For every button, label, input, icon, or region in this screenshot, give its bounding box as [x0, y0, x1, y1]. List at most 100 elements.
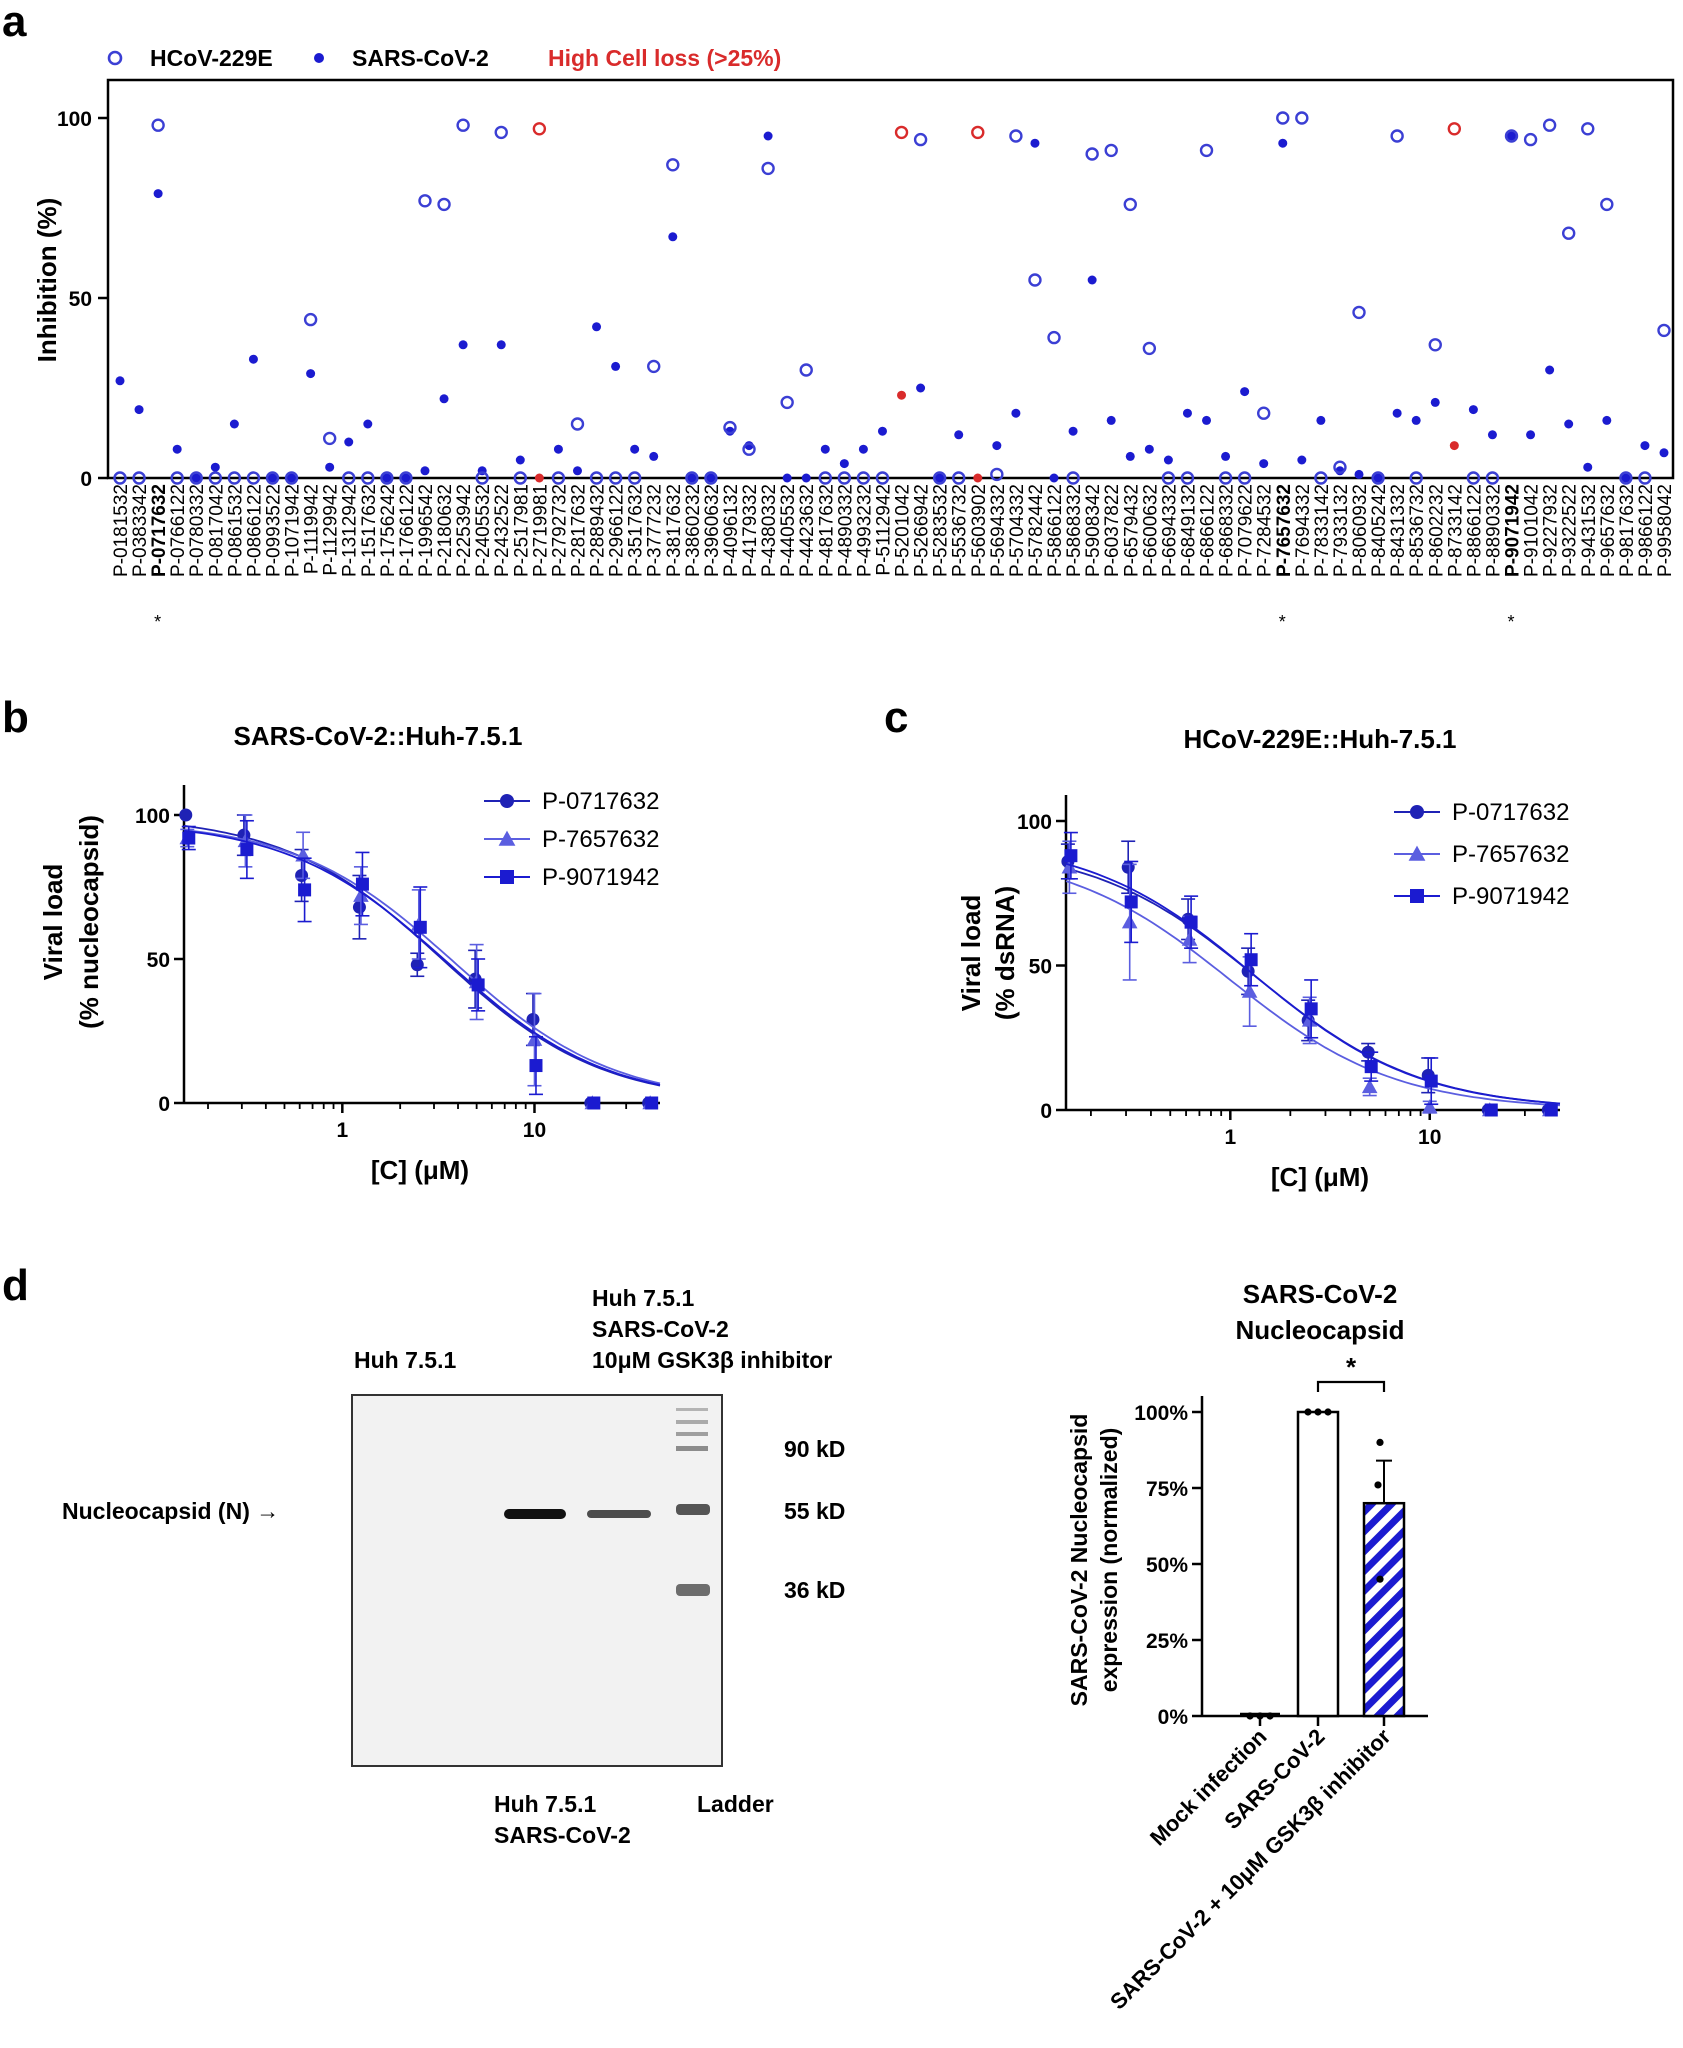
hcov-229e-point — [932, 471, 947, 485]
x-tick-label: 1 — [336, 1119, 348, 1142]
y-tick-label: 100% — [1134, 1402, 1188, 1425]
sars-cov-2-point — [191, 473, 201, 483]
compound-label: P-3517632 — [626, 484, 647, 577]
y-tick-label: 0 — [158, 1093, 170, 1116]
category-label: SARS-CoV-2 + 10μM GSK3β inhibitor — [1105, 1724, 1396, 2015]
data-point-square — [355, 877, 369, 891]
sars-cov-2-point — [1144, 444, 1154, 454]
data-point-square — [1304, 1002, 1318, 1016]
legend-hcov-label: HCoV-229E — [150, 45, 273, 71]
highlight-asterisk: * — [1279, 612, 1286, 632]
significance-bracket — [1316, 1380, 1386, 1392]
sars-cov-2-point — [458, 340, 468, 350]
compound-label: P-4179332 — [740, 484, 761, 577]
compound-label: P-3860232 — [683, 484, 704, 577]
hcov-229e-point — [742, 442, 756, 456]
sars-cov-2-point — [1392, 408, 1402, 418]
hcov-229e-point — [1085, 147, 1099, 161]
sars-cov-2-point — [1240, 387, 1250, 397]
sars-cov-2-point — [1106, 415, 1116, 425]
data-point-square — [1244, 953, 1258, 967]
sars-cov-2-point — [706, 473, 716, 483]
compound-label: P-1766122 — [397, 484, 418, 577]
x-tick-label: 1 — [1224, 1126, 1236, 1149]
hcov-229e-point — [532, 122, 547, 136]
hcov-229e-point — [704, 471, 718, 485]
compound-label: P-0717632 — [149, 484, 170, 577]
hcov-229e-point — [303, 312, 318, 327]
hcov-229e-point — [1123, 197, 1137, 212]
legend-sars-label: SARS-CoV-2 — [352, 45, 489, 71]
compound-label: P-3960632 — [702, 484, 723, 577]
compound-label: P-1312942 — [340, 484, 361, 577]
sars-cov-2-point — [1545, 365, 1555, 375]
sars-cov-2-point — [553, 444, 563, 454]
hcov-229e-point — [1104, 143, 1118, 158]
data-point-square — [1424, 1074, 1438, 1088]
blot-membrane — [351, 1394, 723, 1767]
hcov-229e-point — [971, 125, 985, 140]
hcov-229e-point — [1504, 129, 1519, 143]
compound-label: P-0817042 — [206, 484, 227, 577]
data-point-circle — [1410, 805, 1424, 819]
fit-curve — [183, 829, 661, 1086]
size-label-90kd: 90 kD — [784, 1436, 845, 1462]
compound-label: P-1071942 — [283, 484, 304, 577]
legend-label: P-7657632 — [1452, 841, 1569, 868]
compound-label: P-5603902 — [969, 484, 990, 577]
compound-label: P-9227932 — [1541, 484, 1562, 577]
y-tick-label: 0 — [1040, 1100, 1052, 1123]
data-point-square — [1364, 1060, 1378, 1074]
sars-cov-2-point — [1182, 408, 1192, 418]
hcov-229e-point — [513, 471, 527, 485]
panel-d-title-line2: Nucleocapsid — [1235, 1315, 1404, 1345]
panel-letter-b: b — [2, 693, 29, 742]
hcov-229e-point — [437, 197, 451, 212]
sars-cov-2-point — [363, 419, 373, 429]
compound-label: P-5536732 — [950, 484, 971, 577]
compound-label: P-2719981 — [530, 484, 551, 577]
hcov-229e-point — [990, 467, 1004, 482]
hcov-229e-point — [761, 161, 775, 176]
panel-b-plot: 0 50 100 1 10 P-0717632 P-7657632 P-9071942 — [135, 785, 661, 1142]
panel-letter-c: c — [884, 693, 908, 742]
sars-cov-2-point — [592, 322, 602, 332]
bar-sars-cov-2 — [1296, 1410, 1340, 1718]
sars-cov-2-point — [1278, 138, 1288, 148]
hcov-229e-point — [608, 471, 623, 485]
hcov-229e-point — [1657, 323, 1671, 338]
hcov-229e-point — [456, 118, 470, 132]
sars-cov-2-point — [1659, 448, 1669, 458]
sars-cov-2-point — [325, 462, 335, 472]
sars-cov-2-point — [1602, 415, 1612, 425]
sars-cov-2-point — [1621, 473, 1631, 483]
blot-lane-label-infected-1: Huh 7.5.1 — [494, 1791, 596, 1817]
hcov-229e-point — [666, 158, 680, 172]
panel-letter-a: a — [2, 0, 27, 46]
sars-cov-2-point — [1430, 397, 1440, 407]
hcov-229e-point — [1276, 111, 1290, 125]
replicate-point — [1314, 1408, 1322, 1416]
sars-cov-2-point — [1011, 408, 1021, 418]
compound-label: P-8866122 — [1464, 484, 1485, 577]
sars-cov-2-point — [172, 444, 182, 454]
panel-letter-d: d — [2, 1261, 29, 1310]
sars-cov-2-point — [630, 444, 640, 454]
compound-label: P-2817632 — [568, 484, 589, 577]
sars-cov-2-point — [1640, 441, 1650, 451]
compound-label: P-5866122 — [1045, 484, 1066, 577]
compound-label: P-5694332 — [988, 484, 1009, 577]
panel-d-blot: Huh 7.5.1 Huh 7.5.1 SARS-CoV-2 10μM GSK3… — [62, 1285, 845, 1848]
hcov-229e-point — [1600, 197, 1614, 212]
data-point-square — [413, 920, 427, 934]
hcov-229e-point — [322, 431, 337, 446]
legend-label: P-0717632 — [1452, 799, 1569, 826]
hcov-229e-point — [1409, 471, 1423, 485]
sars-cov-2-point — [1049, 473, 1059, 483]
ladder-band-36kd — [676, 1584, 710, 1596]
compound-label: P-2966122 — [607, 484, 628, 577]
replicate-point — [1266, 1712, 1274, 1720]
legend-label: P-0717632 — [542, 788, 659, 815]
data-point-circle — [410, 958, 424, 972]
hcov-229e-point — [1180, 471, 1195, 485]
